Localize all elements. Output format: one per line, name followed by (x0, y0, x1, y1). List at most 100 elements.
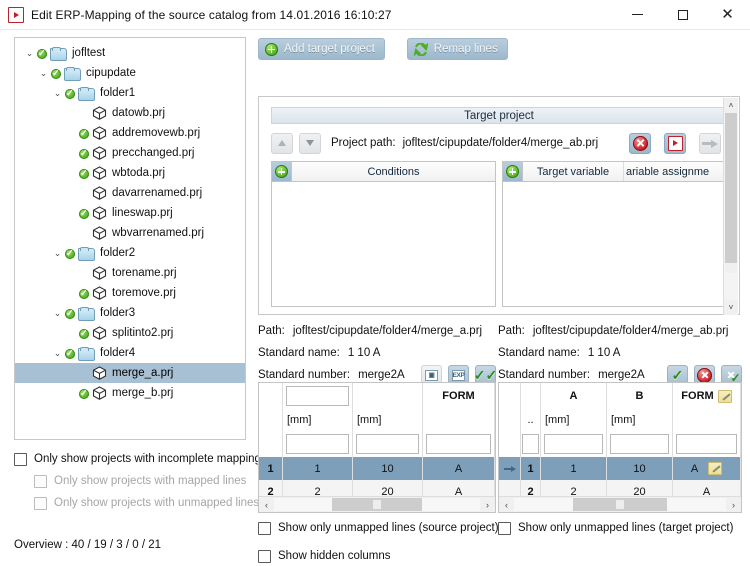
close-button[interactable]: ✕ (705, 0, 750, 30)
filter-col-a[interactable] (541, 431, 607, 457)
tree-node[interactable]: ⌄ folder3 (15, 303, 245, 323)
scroll-left-button[interactable]: ‹ (265, 499, 268, 510)
maximize-button[interactable] (660, 0, 705, 30)
table-cell[interactable]: 2 (541, 480, 607, 503)
apply-arrow-button[interactable] (699, 132, 721, 154)
table-filter-row[interactable] (259, 431, 495, 457)
table-cell[interactable]: 10 (353, 457, 423, 480)
tree-node[interactable]: ⌄ folder4 (15, 343, 245, 363)
target-panel-scrollbar[interactable]: ˄ ˅ (723, 98, 738, 315)
filter-input[interactable] (676, 434, 737, 454)
filter-input[interactable] (426, 434, 491, 454)
checkbox-unmapped-lines[interactable]: Only show projects with unmapped lines (14, 492, 264, 514)
filter-col-form[interactable] (423, 431, 495, 457)
tree-node[interactable]: ⌄ cipupdate (15, 63, 245, 83)
table-cell[interactable]: 1 (541, 457, 607, 480)
filter-col-form[interactable] (673, 431, 741, 457)
conditions-column-header[interactable]: Conditions (292, 162, 495, 181)
target-table-hscroll[interactable]: ‹ › (499, 496, 741, 512)
hscroll-track[interactable] (274, 498, 480, 511)
add-condition-button[interactable] (272, 162, 292, 181)
tree-node[interactable]: ⌄ folder1 (15, 83, 245, 103)
tree-node[interactable]: ⌄ folder2 (15, 243, 245, 263)
header-col-a[interactable] (283, 383, 353, 409)
minimize-button[interactable] (615, 0, 660, 30)
table-row[interactable]: 1 1 10 A (259, 457, 495, 480)
table-cell[interactable]: 20 (353, 480, 423, 503)
tree-node[interactable]: toremove.prj (15, 283, 245, 303)
filter-rownum[interactable] (521, 431, 541, 457)
source-map-all-button[interactable]: ✓✓ (474, 365, 497, 385)
hscroll-thumb[interactable] (573, 498, 667, 511)
target-delete-button[interactable] (694, 365, 715, 385)
tree-node[interactable]: precchanged.prj (15, 143, 245, 163)
checkbox-incomplete-mappings[interactable]: Only show projects with incomplete mappi… (14, 448, 267, 470)
move-up-button[interactable] (271, 132, 293, 154)
filter-input[interactable] (610, 434, 669, 454)
tree-node[interactable]: wbvarrenamed.prj (15, 223, 245, 243)
table-cell[interactable]: A (423, 480, 495, 503)
chevron-down-icon[interactable]: ⌄ (53, 307, 62, 318)
hscroll-track[interactable] (514, 498, 726, 511)
filter-input[interactable] (286, 434, 349, 454)
tree-node[interactable]: datowb.prj (15, 103, 245, 123)
table-cell[interactable]: 1 (283, 457, 353, 480)
conditions-grid[interactable]: Conditions (271, 161, 496, 307)
table-cell[interactable]: A (673, 480, 741, 503)
tree-node[interactable]: lineswap.prj (15, 203, 245, 223)
edit-pencil-icon[interactable] (708, 462, 723, 475)
chevron-down-icon[interactable]: ⌄ (53, 87, 62, 98)
header-col-form[interactable]: FORM (423, 383, 495, 409)
tree-node[interactable]: addremovewb.prj (15, 123, 245, 143)
remap-lines-button[interactable]: Remap lines (406, 38, 508, 60)
tree-node[interactable]: merge_b.prj (15, 383, 245, 403)
target-variable-column-header[interactable]: Target variable (523, 162, 624, 181)
variable-assignment-column-header[interactable]: ariable assignme (624, 162, 726, 181)
tree-node[interactable]: ⌄ jofltest (15, 43, 245, 63)
checkbox-hidden-columns[interactable]: Show hidden columns (258, 545, 499, 566)
project-tree[interactable]: ⌄ jofltest ⌄ cipupdate ⌄ folder1 datowb.prj add… (15, 38, 245, 403)
filter-input[interactable] (356, 434, 419, 454)
filter-col-b[interactable] (353, 431, 423, 457)
delete-target-project-button[interactable] (629, 132, 651, 154)
filter-col-b[interactable] (607, 431, 673, 457)
table-cell[interactable]: 20 (607, 480, 673, 503)
filter-input[interactable] (544, 434, 603, 454)
header-col-b[interactable]: B (607, 383, 673, 409)
scroll-down-button[interactable]: ˅ (724, 300, 738, 315)
target-variable-grid[interactable]: Target variable ariable assignme (502, 161, 727, 307)
tree-node[interactable]: splitinto2.prj (15, 323, 245, 343)
checkbox-unmapped-source[interactable]: Show only unmapped lines (source project… (258, 517, 499, 539)
hscroll-thumb[interactable] (331, 498, 423, 511)
tree-node[interactable]: wbtoda.prj (15, 163, 245, 183)
filter-col-a[interactable] (283, 431, 353, 457)
checkbox-mapped-lines[interactable]: Only show projects with mapped lines (14, 470, 264, 492)
scroll-left-button[interactable]: ‹ (505, 499, 508, 510)
table-cell[interactable]: 10 (607, 457, 673, 480)
project-tree-panel[interactable]: ⌄ jofltest ⌄ cipupdate ⌄ folder1 datowb.prj add… (14, 37, 246, 440)
edit-pencil-icon[interactable] (717, 389, 732, 403)
source-table-hscroll[interactable]: ‹ › (259, 496, 495, 512)
table-filter-row[interactable] (499, 431, 741, 457)
filter-input[interactable] (522, 434, 539, 454)
add-target-variable-button[interactable] (503, 162, 523, 181)
scroll-thumb[interactable] (725, 113, 737, 263)
tree-node[interactable]: merge_a.prj (15, 363, 245, 383)
add-target-project-button[interactable]: Add target project (258, 38, 385, 60)
scroll-right-button[interactable]: › (486, 499, 489, 510)
header-col-a[interactable]: A (541, 383, 607, 409)
header-col-form[interactable]: FORM (673, 383, 741, 409)
chevron-down-icon[interactable]: ⌄ (39, 67, 48, 78)
scroll-right-button[interactable]: › (732, 499, 735, 510)
target-delete-all-button[interactable]: ✓ (721, 365, 742, 385)
chevron-down-icon[interactable]: ⌄ (53, 347, 62, 358)
header-col-b[interactable] (353, 383, 423, 409)
scroll-up-button[interactable]: ˄ (724, 98, 738, 113)
chevron-down-icon[interactable]: ⌄ (25, 47, 34, 58)
chevron-down-icon[interactable]: ⌄ (53, 247, 62, 258)
tree-node[interactable]: davarrenamed.prj (15, 183, 245, 203)
move-down-button[interactable] (299, 132, 321, 154)
checkbox-unmapped-target[interactable]: Show only unmapped lines (target project… (498, 517, 733, 539)
header-editor[interactable] (286, 386, 349, 406)
